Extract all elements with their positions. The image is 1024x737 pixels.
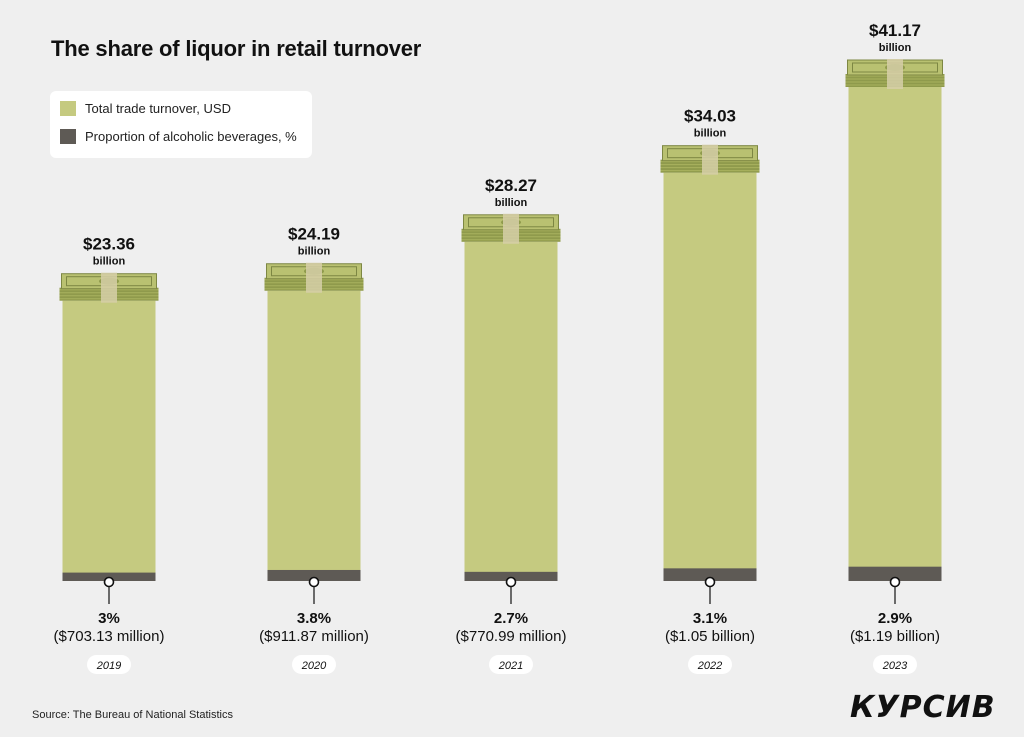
bar-value-unit: billion (93, 256, 126, 268)
money-stack-icon (660, 144, 760, 175)
money-band (887, 59, 903, 89)
share-percent-label: 2.9% (878, 610, 912, 627)
money-band (101, 272, 117, 303)
share-percent-label: 3.1% (693, 610, 727, 627)
year-label: 2023 (882, 660, 908, 672)
legend-label-turnover: Total trade turnover, USD (85, 101, 231, 116)
marker-dot (308, 576, 320, 588)
share-amount-label: ($770.99 million) (456, 628, 567, 645)
money-stack-icon (264, 262, 364, 293)
turnover-bar (62, 300, 156, 581)
legend-label-alcohol: Proportion of alcoholic beverages, % (85, 129, 297, 144)
year-pill (292, 655, 336, 674)
legend-swatch-alcohol (60, 129, 76, 144)
marker-dot (704, 576, 716, 588)
marker-dot (505, 576, 517, 588)
source-note: Source: The Bureau of National Statistic… (32, 709, 233, 721)
alcohol-share-bar (848, 566, 942, 581)
turnover-bar (663, 172, 757, 581)
brand-logo: КУРСИВ (850, 690, 996, 725)
share-amount-label: ($1.19 billion) (850, 628, 940, 645)
marker-dot (103, 576, 115, 588)
year-label: 2022 (697, 660, 722, 672)
bar-value-label: $23.36 (83, 235, 135, 254)
share-percent-label: 2.7% (494, 610, 528, 627)
money-stack-icon (845, 59, 945, 89)
bar-value-unit: billion (495, 197, 528, 209)
turnover-bar (267, 290, 361, 581)
money-stack-icon (59, 272, 159, 303)
legend-item-turnover: Total trade turnover, USD (60, 101, 231, 116)
bar-value-label: $24.19 (288, 225, 340, 244)
legend: Total trade turnover, USD Proportion of … (50, 91, 312, 158)
bar-value-label: $28.27 (485, 176, 537, 195)
chart-title: The share of liquor in retail turnover (51, 36, 422, 61)
share-percent-label: 3.8% (297, 610, 331, 627)
money-band (503, 213, 519, 244)
legend-item-alcohol: Proportion of alcoholic beverages, % (60, 129, 297, 144)
alcohol-share-bar (464, 571, 558, 581)
bar-value-label: $41.17 (869, 21, 921, 40)
year-label: 2020 (301, 660, 327, 672)
alcohol-share-bar (663, 568, 757, 581)
bar-value-unit: billion (879, 42, 912, 54)
year-label: 2019 (96, 660, 121, 672)
money-stack-icon (461, 213, 561, 244)
year-label: 2021 (498, 660, 523, 672)
marker-dot (889, 576, 901, 588)
share-amount-label: ($1.05 billion) (665, 628, 755, 645)
turnover-bar (464, 241, 558, 581)
turnover-bar (848, 87, 942, 581)
year-pill (688, 655, 732, 674)
bar-value-unit: billion (298, 246, 331, 258)
legend-swatch-turnover (60, 101, 76, 116)
share-amount-label: ($703.13 million) (54, 628, 165, 645)
year-pill (87, 655, 131, 674)
money-band (306, 262, 322, 293)
share-percent-label: 3% (98, 610, 120, 627)
bar-value-label: $34.03 (684, 107, 736, 126)
year-pill (873, 655, 917, 674)
alcohol-share-bar (267, 569, 361, 581)
year-pill (489, 655, 533, 674)
money-band (702, 144, 718, 175)
share-amount-label: ($911.87 million) (259, 628, 369, 645)
bar-value-unit: billion (694, 128, 727, 140)
